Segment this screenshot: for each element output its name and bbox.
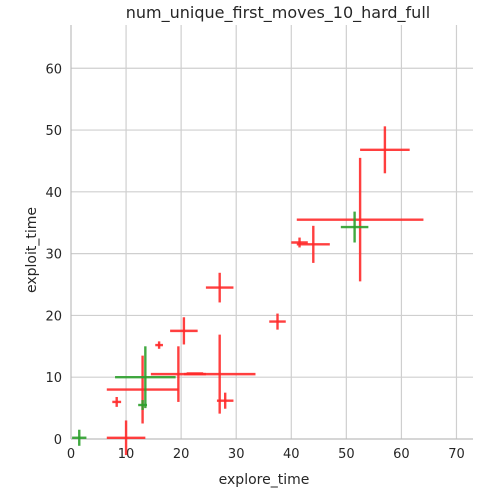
data-point — [360, 126, 410, 174]
x-tick-label: 30 — [228, 447, 245, 462]
chart-title: num_unique_first_moves_10_hard_full — [126, 3, 430, 23]
axes — [70, 25, 473, 440]
data-point — [296, 157, 424, 282]
data-point — [115, 346, 176, 409]
data-point — [269, 313, 286, 330]
data-point — [291, 237, 308, 248]
data-point — [106, 355, 179, 424]
data-point — [216, 392, 234, 409]
x-tick-label: 60 — [393, 447, 410, 462]
grid — [71, 25, 473, 439]
x-axis-label: explore_time — [219, 472, 310, 488]
y-tick-label: 10 — [45, 371, 62, 386]
tick-labels: 0102030405060700102030405060 — [45, 62, 464, 462]
y-tick-label: 20 — [45, 309, 62, 324]
data-point — [155, 341, 163, 349]
x-tick-label: 0 — [67, 447, 75, 462]
data-point — [296, 225, 330, 263]
data-points — [72, 126, 424, 456]
y-tick-label: 0 — [54, 433, 62, 448]
y-tick-label: 30 — [45, 248, 62, 263]
y-axis-label: exploit_time — [24, 207, 40, 293]
x-tick-label: 70 — [448, 447, 465, 462]
x-tick-label: 50 — [338, 447, 355, 462]
data-point — [150, 346, 206, 402]
y-tick-label: 40 — [45, 186, 62, 201]
data-point — [72, 429, 87, 446]
data-point — [340, 211, 369, 243]
y-tick-label: 50 — [45, 124, 62, 139]
data-point — [112, 396, 122, 407]
y-tick-label: 60 — [45, 62, 62, 77]
x-tick-label: 20 — [173, 447, 190, 462]
data-point — [138, 400, 147, 410]
data-point — [205, 272, 234, 303]
data-point — [170, 317, 198, 345]
x-tick-label: 40 — [283, 447, 300, 462]
data-point — [106, 420, 146, 456]
